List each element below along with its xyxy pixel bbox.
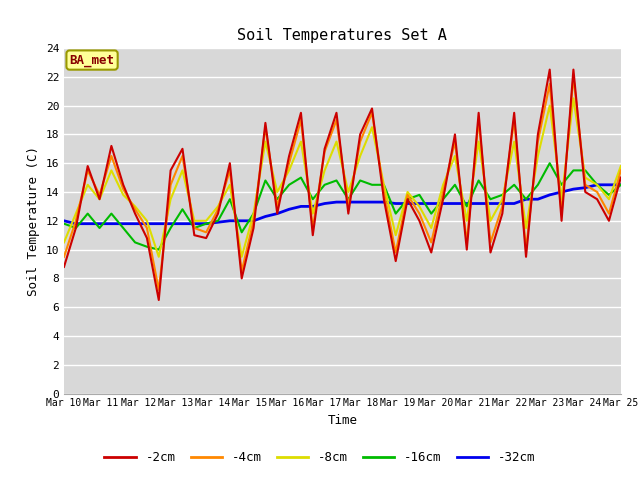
Title: Soil Temperatures Set A: Soil Temperatures Set A	[237, 28, 447, 43]
X-axis label: Time: Time	[328, 414, 357, 427]
Legend: -2cm, -4cm, -8cm, -16cm, -32cm: -2cm, -4cm, -8cm, -16cm, -32cm	[99, 446, 541, 469]
Text: BA_met: BA_met	[70, 54, 115, 67]
Y-axis label: Soil Temperature (C): Soil Temperature (C)	[27, 146, 40, 296]
